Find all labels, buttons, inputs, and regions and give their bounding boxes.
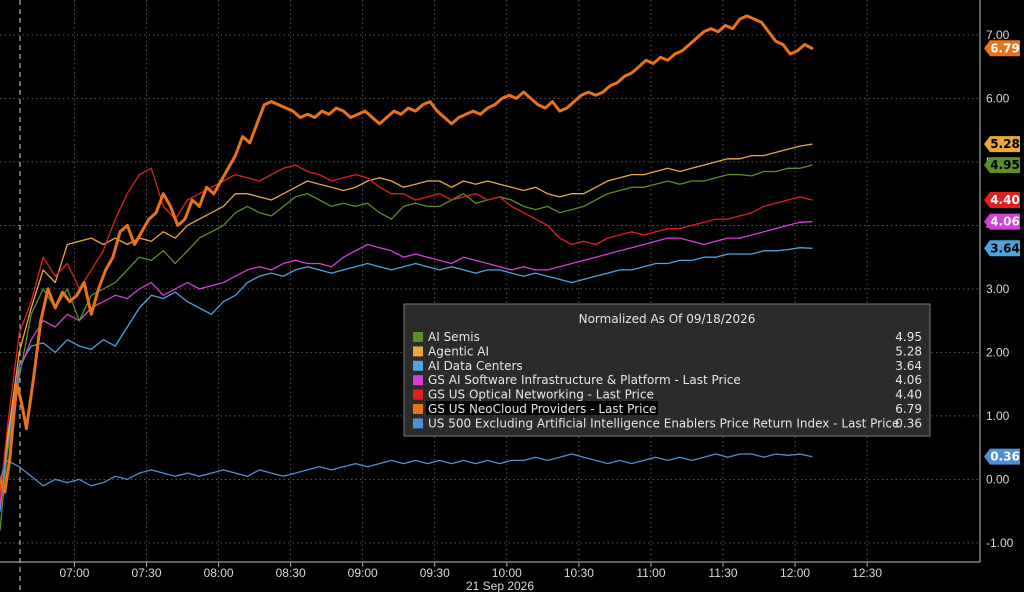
legend-item: GS US Optical Networking - Last Price 4.4… (413, 388, 922, 402)
last-value-badge: 4.95 (984, 157, 1020, 174)
x-tick-label: 08:00 (204, 566, 234, 580)
legend-item: US 500 Excluding Artificial Intelligence… (413, 416, 922, 430)
last-value-badge: 5.28 (984, 136, 1020, 153)
badge-label: 5.28 (990, 137, 1020, 151)
x-tick-label: 07:00 (59, 566, 89, 580)
legend-swatch (413, 360, 423, 371)
legend-series-value: 3.64 (895, 359, 922, 373)
y-tick-label: 1.00 (986, 409, 1010, 423)
legend-item: AI Data Centers 3.64 (413, 359, 922, 373)
legend-item: Agentic AI 5.28 (413, 344, 922, 358)
legend-swatch (413, 332, 423, 342)
badge-label: 4.40 (990, 193, 1020, 207)
series-line-1 (0, 143, 813, 493)
legend-swatch (413, 404, 423, 414)
series-line-3 (0, 220, 813, 506)
badge-shape (984, 240, 1020, 257)
x-tick-label: 11:30 (708, 566, 737, 580)
series-line-6 (0, 453, 813, 487)
legend-item: AI Semis 4.95 (413, 330, 922, 344)
legend-swatch (413, 389, 423, 400)
badge-shape (984, 213, 1020, 230)
badge-shape (984, 192, 1020, 209)
x-tick-label: 12:30 (852, 566, 882, 580)
badge-shape (984, 136, 1020, 153)
badge-label: 3.64 (990, 241, 1020, 255)
legend-title: Normalized As Of 09/18/2026 (579, 312, 756, 326)
y-tick-label: -1.00 (986, 536, 1014, 550)
x-tick-label: 09:00 (348, 566, 378, 580)
legend-series-name: US 500 Excluding Artificial Intelligence… (428, 416, 899, 430)
x-tick-label: 10:00 (492, 566, 522, 580)
x-axis-label: 21 Sep 2026 (466, 579, 534, 592)
x-tick-label: 11:00 (636, 566, 665, 580)
series-line-2 (0, 247, 813, 512)
badge-label: 4.06 (990, 215, 1020, 229)
x-tick-label: 10:30 (564, 566, 594, 580)
last-value-badges: 4.95 5.28 3.64 4.06 4.40 6.79 0.36 (984, 40, 1020, 465)
badge-shape (984, 157, 1020, 174)
legend-swatch (413, 418, 423, 429)
y-tick-label: 7.00 (986, 28, 1010, 42)
legend-series-value: 6.79 (895, 402, 922, 416)
last-value-badge: 3.64 (984, 240, 1020, 257)
badge-label: 0.36 (990, 450, 1020, 464)
legend-series-name: GS US Optical Networking - Last Price (428, 388, 654, 402)
legend-series-name: GS AI Software Infrastructure & Platform… (428, 373, 741, 387)
last-value-badge: 4.40 (984, 192, 1020, 209)
last-value-badge: 6.79 (984, 40, 1020, 57)
series-line-4 (0, 164, 813, 500)
legend-series-value: 4.95 (895, 330, 922, 344)
y-tick-label: 2.00 (986, 345, 1010, 359)
legend-series-value: 4.40 (895, 388, 922, 402)
grid (0, 0, 980, 592)
last-value-badge: 0.36 (984, 448, 1020, 465)
legend-series-name: AI Data Centers (428, 359, 523, 373)
last-value-badge: 4.06 (984, 213, 1020, 230)
legend-item: GS US NeoCloud Providers - Last Price 6.7… (413, 401, 922, 416)
legend-item: GS AI Software Infrastructure & Platform… (413, 373, 922, 387)
x-tick-label: 07:30 (132, 566, 162, 580)
legend-series-value: 0.36 (895, 416, 922, 430)
legend-swatch (413, 375, 423, 386)
series-line-5 (0, 14, 814, 494)
series-line-0 (0, 164, 813, 531)
y-tick-label: 0.00 (986, 472, 1010, 486)
y-tick-label: 3.00 (986, 282, 1010, 296)
legend-series-value: 5.28 (895, 344, 922, 358)
badge-label: 4.95 (990, 158, 1020, 172)
x-tick-label: 12:00 (780, 566, 810, 580)
x-tick-label: 08:30 (276, 566, 306, 580)
badge-label: 6.79 (990, 41, 1020, 55)
badge-shape (984, 40, 1020, 57)
legend-swatch (413, 346, 423, 357)
x-tick-label: 09:30 (420, 566, 450, 580)
legend-highlight (426, 401, 658, 415)
legend-series-name: GS US NeoCloud Providers - Last Price (428, 402, 656, 416)
series-lines (0, 14, 814, 531)
y-tick-label: 6.00 (986, 91, 1010, 105)
legend-series-value: 4.06 (895, 373, 922, 387)
legend-series-name: Agentic AI (428, 344, 489, 358)
legend-series-name: AI Semis (428, 330, 480, 344)
badge-shape (984, 448, 1020, 465)
